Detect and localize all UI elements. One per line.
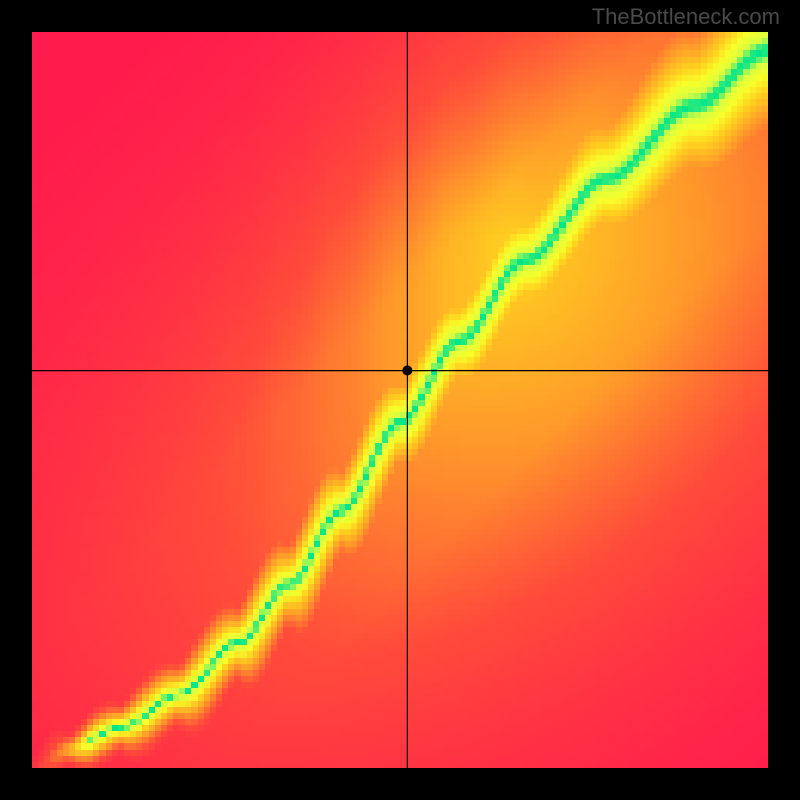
chart-container: { "watermark": { "text": "TheBottleneck.… [0, 0, 800, 800]
watermark-text: TheBottleneck.com [592, 4, 780, 30]
heatmap-canvas [0, 0, 800, 800]
